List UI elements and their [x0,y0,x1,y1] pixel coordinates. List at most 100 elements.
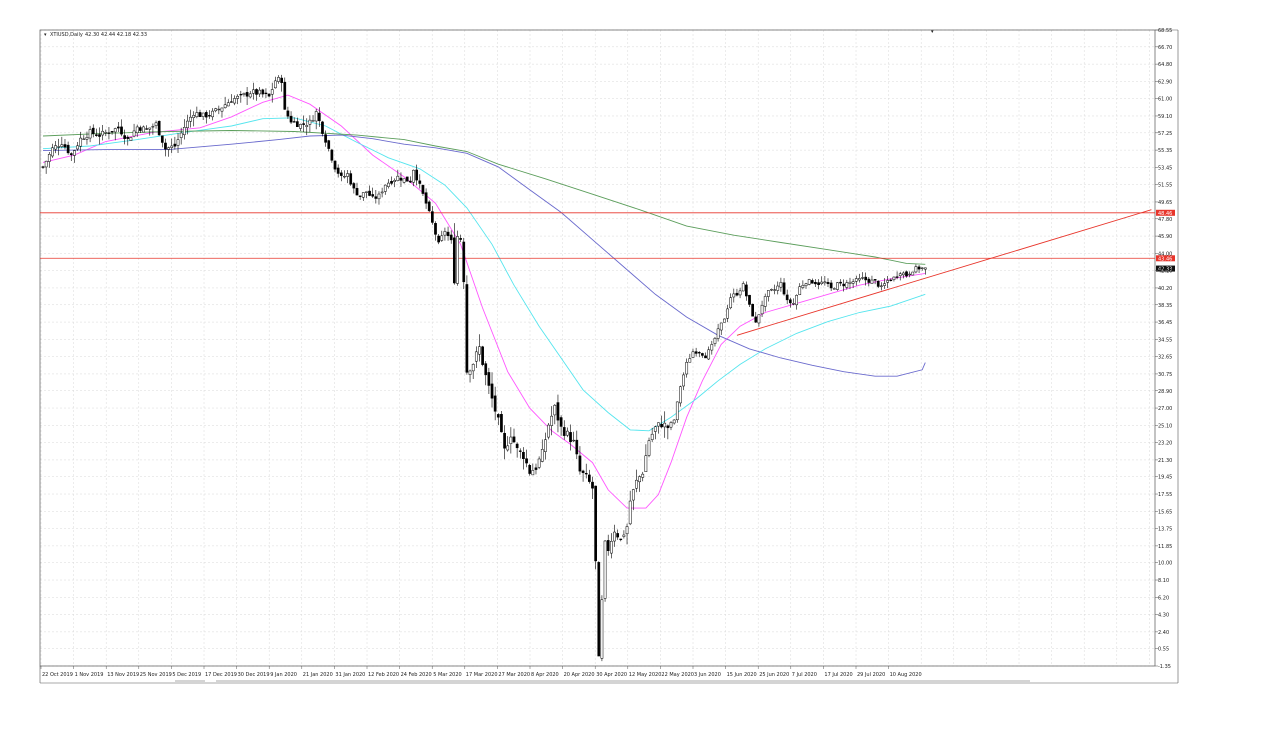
candle-body [465,284,469,373]
y-tick-label: 11.85 [1158,544,1172,550]
x-tick-label: 17 Mar 2020 [466,672,498,678]
candle-body [120,126,123,135]
chart-scroll-icon[interactable]: ▾ [931,29,934,35]
y-tick-label: 21.30 [1158,458,1172,464]
candle-body [57,146,61,148]
candle-body [635,479,638,489]
x-tick-label: 31 Jan 2020 [335,672,365,678]
y-tick-label: 6.20 [1158,595,1169,601]
candle-body [748,294,751,305]
candle-body [452,237,456,284]
candle-body [923,267,927,270]
candle-body [719,322,723,331]
candle-body [474,351,478,362]
x-tick-label: 5 Mar 2020 [433,672,462,678]
candle-body [390,181,393,184]
candle-body [242,93,246,95]
ma-line-medium [42,117,926,432]
candle-body [581,470,585,473]
candle-body [682,374,685,387]
candle-body [876,280,880,287]
candle-body [261,89,265,95]
candle-body [920,267,924,269]
candle-body [245,92,249,97]
candle-body [449,234,453,241]
x-tick-label: 5 Dec 2019 [172,672,201,678]
candle-body [60,144,64,147]
candle-body [204,112,208,118]
x-tick-label: 27 Mar 2020 [498,672,530,678]
x-tick-label: 22 Oct 2019 [42,672,73,678]
candle-body [343,175,346,178]
candle-body [669,422,673,428]
candle-body [327,140,331,149]
candle-body [484,363,488,376]
candle-body [383,184,387,192]
candle-body [858,278,861,281]
x-tick-label: 12 May 2020 [629,672,662,678]
candle-body [138,127,142,131]
candle-body [854,278,858,282]
candle-body [437,235,440,243]
candle-body [418,180,422,184]
candle-body [540,449,544,462]
candle-body [396,175,400,181]
candle-body [688,358,692,363]
candle-body [427,201,431,212]
y-tick-label: 53.45 [1158,165,1172,171]
candle-body [129,137,133,141]
x-tick-label: 17 Jul 2020 [824,672,852,678]
candle-body [864,276,868,281]
candle-body [851,281,855,284]
candle-body [820,281,824,285]
candle-body [289,115,293,123]
candle-body [252,89,255,94]
candle-body [280,77,283,83]
candle-body [471,364,475,372]
candle-body [908,273,911,276]
candle-body [666,425,670,429]
candle-body [556,402,560,421]
y-tick-label: 8.10 [1158,578,1169,584]
candle-body [182,127,186,136]
candle-body [283,81,287,110]
candle-body [597,562,601,657]
candle-body [902,272,905,276]
candle-body [603,540,607,599]
candle-body [905,271,908,277]
candle-body [757,314,761,324]
trendlines [736,209,1152,336]
y-tick-label: 15.65 [1158,509,1172,515]
candle-body [657,422,660,427]
candle-body [402,178,406,183]
ohlc-readout: 42.30 42.44 42.18 42.33 [85,32,147,38]
x-axis: 22 Oct 2019 1 Nov 2019 13 Nov 2019 25 Nov 2… [40,666,922,678]
candle-body [886,280,890,283]
candle-body [110,131,114,133]
candle-body [368,190,371,196]
candle-body [51,147,54,157]
x-tick-label: 13 Nov 2019 [107,672,139,678]
candle-body [917,266,921,270]
candle-body [650,433,654,440]
candle-body [609,541,613,554]
candle-body [101,130,105,136]
candle-body [889,279,893,282]
trendline[interactable] [736,209,1152,336]
y-axis: 68.55 66.70 64.80 62.90 61.00 59.10 57.25 55.35… [1155,28,1172,670]
candle-body [584,473,588,475]
candle-body [701,353,704,356]
candle-body [380,191,384,194]
candle-body [167,147,170,150]
candle-body [302,123,305,125]
candle-body [82,138,86,140]
candle-body [248,93,252,98]
candle-body [773,289,776,291]
candle-body [883,283,886,286]
candle-body [44,160,48,168]
candle-body [898,273,902,276]
horizontal-levels: 48.46 43.46 42.33 [40,209,1175,273]
candle-body [631,489,635,501]
candle-body [732,293,736,298]
